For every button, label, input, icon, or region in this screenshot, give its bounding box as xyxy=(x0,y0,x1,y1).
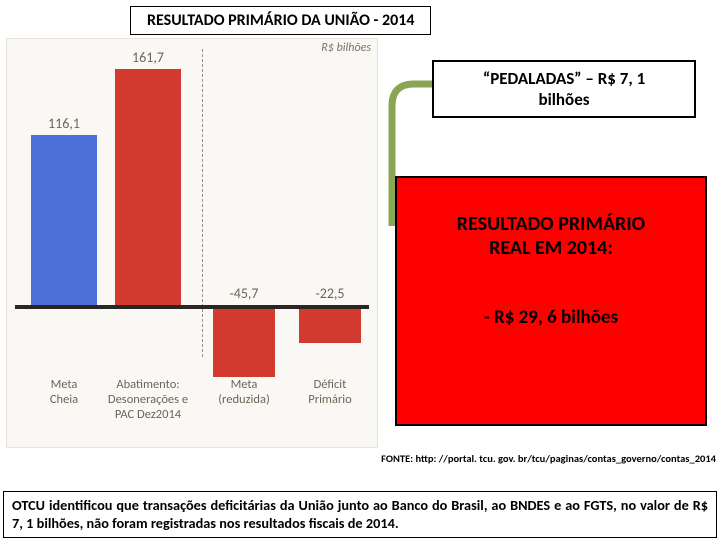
page-title: RESULTADO PRIMÁRIO DA UNIÃO - 2014 xyxy=(147,11,414,30)
redbox-line2: REAL EM 2014: xyxy=(397,236,705,260)
callout-line1: “PEDALADAS” – R$ 7, 1 xyxy=(442,68,686,89)
bar xyxy=(31,135,97,305)
bar-value-label: 116,1 xyxy=(24,115,104,132)
bar-value-label: -45,7 xyxy=(204,285,284,302)
bar xyxy=(213,309,275,377)
bar xyxy=(115,69,181,305)
redbox-line1: RESULTADO PRIMÁRIO xyxy=(397,212,705,236)
bar-value-label: 161,7 xyxy=(108,49,188,66)
bar-value-label: -22,5 xyxy=(290,285,370,302)
callout-pedaladas: “PEDALADAS” – R$ 7, 1 bilhões xyxy=(432,60,696,118)
chart-centerline xyxy=(202,49,203,357)
redbox-line3: - R$ 29, 6 bilhões xyxy=(397,306,705,329)
bar-chart: R$ bilhões 116,1MetaCheia161,7Abatimento… xyxy=(6,38,378,448)
category-label: Abatimento:Desonerações ePAC Dez2014 xyxy=(96,377,200,422)
bar xyxy=(299,309,361,343)
title-box: RESULTADO PRIMÁRIO DA UNIÃO - 2014 xyxy=(130,6,431,35)
result-highlight-box: RESULTADO PRIMÁRIO REAL EM 2014: - R$ 29… xyxy=(395,176,707,426)
callout-line2: bilhões xyxy=(442,89,686,110)
category-label: DéficitPrimário xyxy=(278,377,382,407)
y-unit-label: R$ bilhões xyxy=(321,41,371,55)
source-citation: FONTE: http: //portal. tcu. gov. br/tcu/… xyxy=(230,452,716,465)
footer-note: OTCU identificou que transações deficitá… xyxy=(3,491,717,538)
